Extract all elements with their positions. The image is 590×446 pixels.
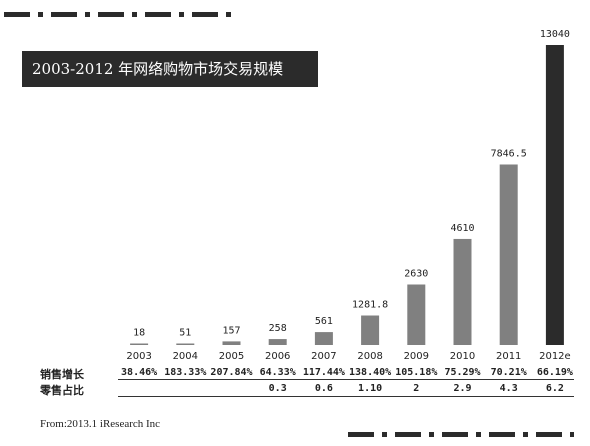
bar-2008 — [361, 315, 380, 345]
table-rule-top — [118, 379, 574, 380]
share-cell: 0.3 — [268, 383, 287, 394]
dash-segment — [536, 432, 562, 437]
value-label: 51 — [179, 328, 191, 339]
value-label: 4610 — [450, 223, 474, 234]
bar-2005 — [222, 341, 241, 345]
growth-cell: 66.19% — [536, 367, 573, 378]
value-label: 157 — [222, 325, 240, 336]
dash-segment — [51, 12, 77, 17]
dash-segment — [442, 432, 468, 437]
growth-cell: 138.40% — [349, 367, 392, 378]
x-tick-label: 2008 — [357, 351, 382, 362]
growth-cell: 38.46% — [121, 367, 158, 378]
dash-segment — [132, 12, 137, 17]
growth-cell: 75.29% — [444, 367, 481, 378]
share-cell: 2 — [413, 383, 420, 394]
dash-segment — [145, 12, 171, 17]
dash-segment — [38, 12, 43, 17]
x-tick-label: 2003 — [126, 351, 151, 362]
source-note: From:2013.1 iResearch Inc — [40, 418, 161, 430]
dash-segment — [476, 432, 481, 437]
bar-2003 — [130, 343, 149, 345]
share-cell: 4.3 — [499, 383, 518, 394]
growth-cell: 64.33% — [259, 367, 296, 378]
dash-segment — [395, 432, 421, 437]
dash-segment — [523, 432, 528, 437]
x-tick-label: 2006 — [265, 351, 290, 362]
x-tick-label: 2010 — [450, 351, 475, 362]
value-label: 18 — [133, 328, 145, 339]
value-label: 258 — [269, 323, 287, 334]
dash-segment — [429, 432, 434, 437]
decorative-dash-bottom — [348, 432, 574, 437]
dash-segment — [382, 432, 387, 437]
bar-2011 — [499, 164, 518, 345]
x-tick-label: 2011 — [496, 351, 521, 362]
growth-cell: 183.33% — [164, 367, 207, 378]
decorative-dash-top — [4, 12, 231, 17]
dash-segment — [570, 432, 574, 437]
dash-segment — [179, 12, 184, 17]
bar-2007 — [314, 332, 333, 345]
dash-segment — [98, 12, 124, 17]
x-tick-label: 2012e — [539, 351, 571, 362]
bar-2004 — [176, 343, 195, 345]
dash-segment — [489, 432, 515, 437]
dash-segment — [192, 12, 218, 17]
bar-2006 — [268, 339, 287, 345]
share-cell: 6.2 — [545, 383, 564, 394]
value-label: 561 — [315, 316, 333, 327]
growth-cell: 207.84% — [210, 367, 253, 378]
growth-cell: 70.21% — [490, 367, 527, 378]
share-cell: 0.6 — [314, 383, 333, 394]
x-tick-label: 2005 — [219, 351, 244, 362]
chart-title: 2003-2012 年网络购物市场交易规模 — [22, 51, 318, 87]
dash-segment — [85, 12, 90, 17]
value-label: 1281.8 — [352, 300, 388, 311]
growth-cell: 105.18% — [395, 367, 438, 378]
value-label: 2630 — [404, 268, 428, 279]
share-row-label: 零售占比 — [40, 384, 84, 397]
dash-segment — [226, 12, 231, 17]
x-tick-label: 2004 — [173, 351, 198, 362]
dash-segment — [4, 12, 30, 17]
dash-segment — [348, 432, 374, 437]
bar-2012e — [545, 45, 564, 345]
value-label: 13040 — [540, 29, 570, 40]
bar-2009 — [407, 284, 426, 345]
bar-2010 — [453, 238, 472, 345]
x-tick-label: 2007 — [311, 351, 336, 362]
growth-row-label: 销售增长 — [40, 368, 84, 381]
growth-cell: 117.44% — [302, 367, 345, 378]
value-label: 7846.5 — [491, 148, 527, 159]
table-rule-bottom — [118, 396, 574, 397]
share-cell: 1.10 — [358, 383, 383, 394]
share-cell: 2.9 — [453, 383, 472, 394]
x-tick-label: 2009 — [404, 351, 429, 362]
